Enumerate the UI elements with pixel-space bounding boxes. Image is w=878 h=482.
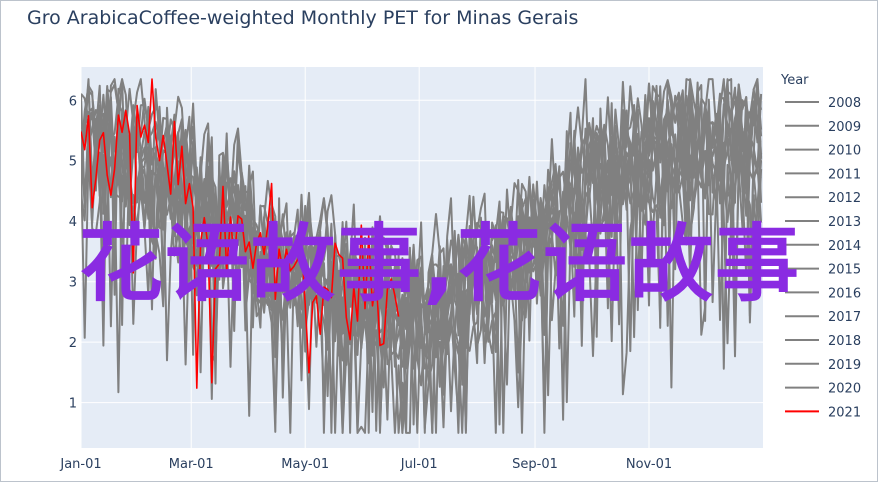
- legend-label-2021: 2021: [828, 405, 861, 420]
- series-line-2021: [81, 78, 400, 389]
- legend-label-2008: 2008: [828, 96, 861, 111]
- y-tick-label: 1: [69, 397, 77, 412]
- x-tick-label: Nov-01: [626, 457, 672, 472]
- legend-label-2010: 2010: [828, 144, 861, 159]
- x-tick-label: Jan-01: [59, 457, 101, 472]
- legend-label-2015: 2015: [828, 263, 861, 278]
- legend-label-2013: 2013: [828, 215, 861, 230]
- y-tick-label: 3: [69, 276, 77, 291]
- y-tick-label: 2: [69, 336, 77, 351]
- legend-label-2020: 2020: [828, 382, 861, 397]
- legend-label-2011: 2011: [828, 167, 861, 182]
- watermark-text: 花语故事,花语故事: [79, 215, 801, 313]
- legend-label-2016: 2016: [828, 286, 861, 301]
- series-line-2019: [81, 83, 763, 434]
- y-tick-label: 5: [69, 155, 77, 170]
- legend-label-2009: 2009: [828, 120, 861, 135]
- x-tick-label: May-01: [281, 457, 329, 472]
- y-tick-label: 6: [69, 94, 77, 109]
- legend-label-2019: 2019: [828, 358, 861, 373]
- legend-title: Year: [780, 73, 809, 88]
- series-line-2020: [81, 78, 763, 424]
- y-tick-label: 4: [69, 215, 77, 230]
- legend-label-2014: 2014: [828, 239, 861, 254]
- x-tick-label: Jul-01: [400, 457, 438, 472]
- x-tick-label: Sep-01: [512, 457, 558, 472]
- legend-label-2017: 2017: [828, 310, 861, 325]
- legend-label-2018: 2018: [828, 334, 861, 349]
- x-tick-label: Mar-01: [169, 457, 214, 472]
- legend-label-2012: 2012: [828, 191, 861, 206]
- chart-title: Gro ArabicaCoffee-weighted Monthly PET f…: [27, 7, 579, 29]
